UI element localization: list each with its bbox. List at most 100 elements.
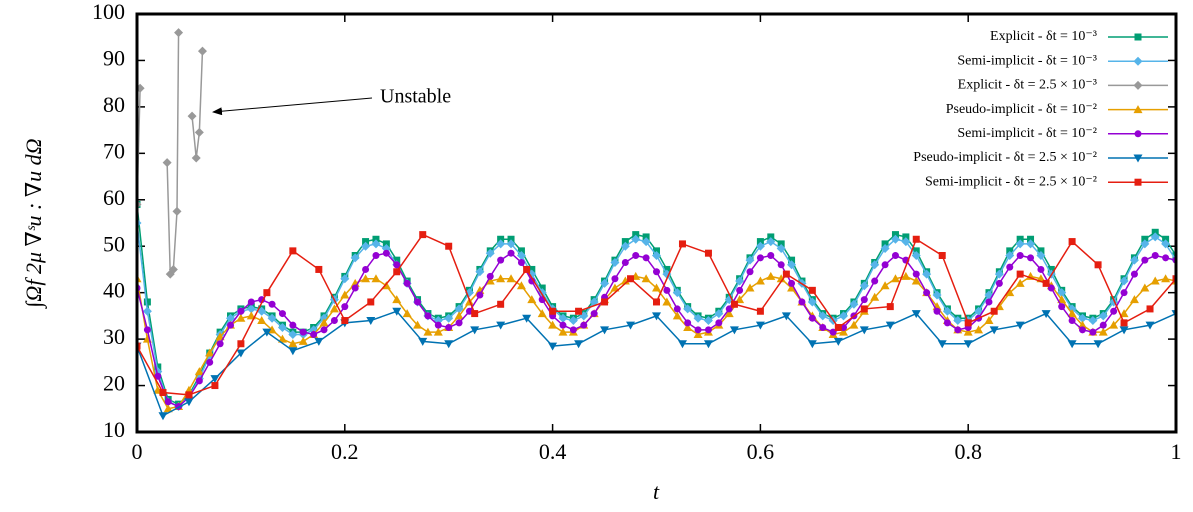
data-point (621, 238, 629, 246)
data-point (527, 295, 537, 304)
data-point (989, 326, 999, 335)
data-point (1094, 261, 1102, 269)
data-point (782, 270, 790, 278)
data-point (818, 311, 828, 321)
data-point (620, 276, 630, 285)
data-point (1162, 254, 1170, 262)
data-point (516, 281, 526, 290)
data-point (226, 313, 236, 323)
data-point (776, 244, 786, 254)
data-point (819, 324, 827, 331)
data-point (902, 233, 910, 241)
data-point (393, 261, 401, 269)
data-point (497, 235, 505, 243)
data-point (1110, 307, 1118, 315)
data-point (808, 314, 816, 322)
legend-label: Pseudo-implicit - δt = 2.5 × 10⁻² (913, 150, 1097, 165)
y-tick-label: 100 (92, 0, 125, 24)
data-point (341, 303, 349, 311)
data-point (995, 279, 1003, 287)
data-point (476, 291, 484, 299)
data-point (1078, 326, 1086, 334)
legend-label: Pseudo-implicit - δt = 10⁻² (946, 102, 1097, 117)
data-point (402, 309, 412, 318)
data-point (683, 323, 693, 331)
data-point (211, 382, 219, 390)
data-point (506, 274, 516, 283)
data-point (580, 321, 588, 329)
data-point (1133, 80, 1143, 90)
data-point (600, 278, 610, 288)
x-tick-label: 0.6 (747, 439, 775, 464)
data-point (143, 298, 151, 306)
data-point (267, 313, 277, 323)
data-point (197, 46, 207, 56)
data-point (911, 310, 921, 319)
data-point (548, 342, 558, 351)
data-point (1141, 256, 1149, 264)
data-point (652, 312, 661, 321)
data-point (653, 298, 660, 306)
data-point (715, 319, 723, 327)
data-point (610, 257, 620, 267)
data-point (600, 326, 610, 335)
data-point (277, 334, 287, 343)
data-point (881, 240, 889, 248)
data-point (319, 318, 329, 327)
data-point (932, 290, 942, 300)
data-point (834, 324, 842, 331)
data-point (730, 300, 738, 308)
data-point (1005, 251, 1015, 261)
legend-label: Explicit - δt = 2.5 × 10⁻³ (958, 78, 1097, 93)
data-point (610, 283, 620, 292)
data-point (507, 249, 515, 257)
data-point (1151, 252, 1159, 260)
data-point (662, 297, 672, 306)
data-point (942, 306, 952, 316)
data-point (1161, 274, 1171, 283)
data-point (1016, 235, 1024, 243)
data-point (341, 317, 349, 325)
data-point (755, 321, 765, 330)
data-point (641, 237, 651, 247)
data-point (485, 248, 495, 258)
data-point (496, 321, 506, 330)
data-point (870, 260, 880, 270)
series-line (137, 32, 204, 277)
data-point (329, 304, 339, 313)
data-point (672, 288, 682, 298)
data-point (315, 265, 323, 273)
data-point (621, 258, 629, 266)
data-point (673, 305, 681, 313)
data-point (419, 231, 427, 239)
x-tick-label: 0.8 (954, 439, 982, 464)
data-point (767, 252, 775, 260)
data-point (901, 271, 911, 280)
data-point (974, 325, 984, 334)
data-point (798, 298, 806, 306)
data-point (627, 275, 635, 283)
y-tick-label: 80 (103, 92, 125, 117)
data-point (320, 326, 328, 334)
data-point (445, 324, 453, 331)
data-point (1119, 309, 1129, 318)
y-tick-label: 10 (103, 417, 125, 442)
data-point (901, 237, 911, 247)
data-point (672, 311, 682, 320)
data-point (517, 258, 525, 266)
data-point (885, 321, 895, 330)
data-point (755, 241, 765, 251)
data-point (891, 231, 899, 239)
data-point (558, 313, 568, 323)
data-point (860, 296, 868, 304)
data-point (1120, 289, 1128, 297)
data-point (745, 255, 755, 265)
data-point (953, 316, 963, 326)
data-point (590, 310, 598, 318)
data-point (475, 267, 485, 277)
data-point (1140, 283, 1150, 292)
data-point (684, 319, 692, 327)
data-point (1129, 295, 1139, 304)
data-point (298, 336, 308, 345)
data-point (433, 327, 443, 336)
